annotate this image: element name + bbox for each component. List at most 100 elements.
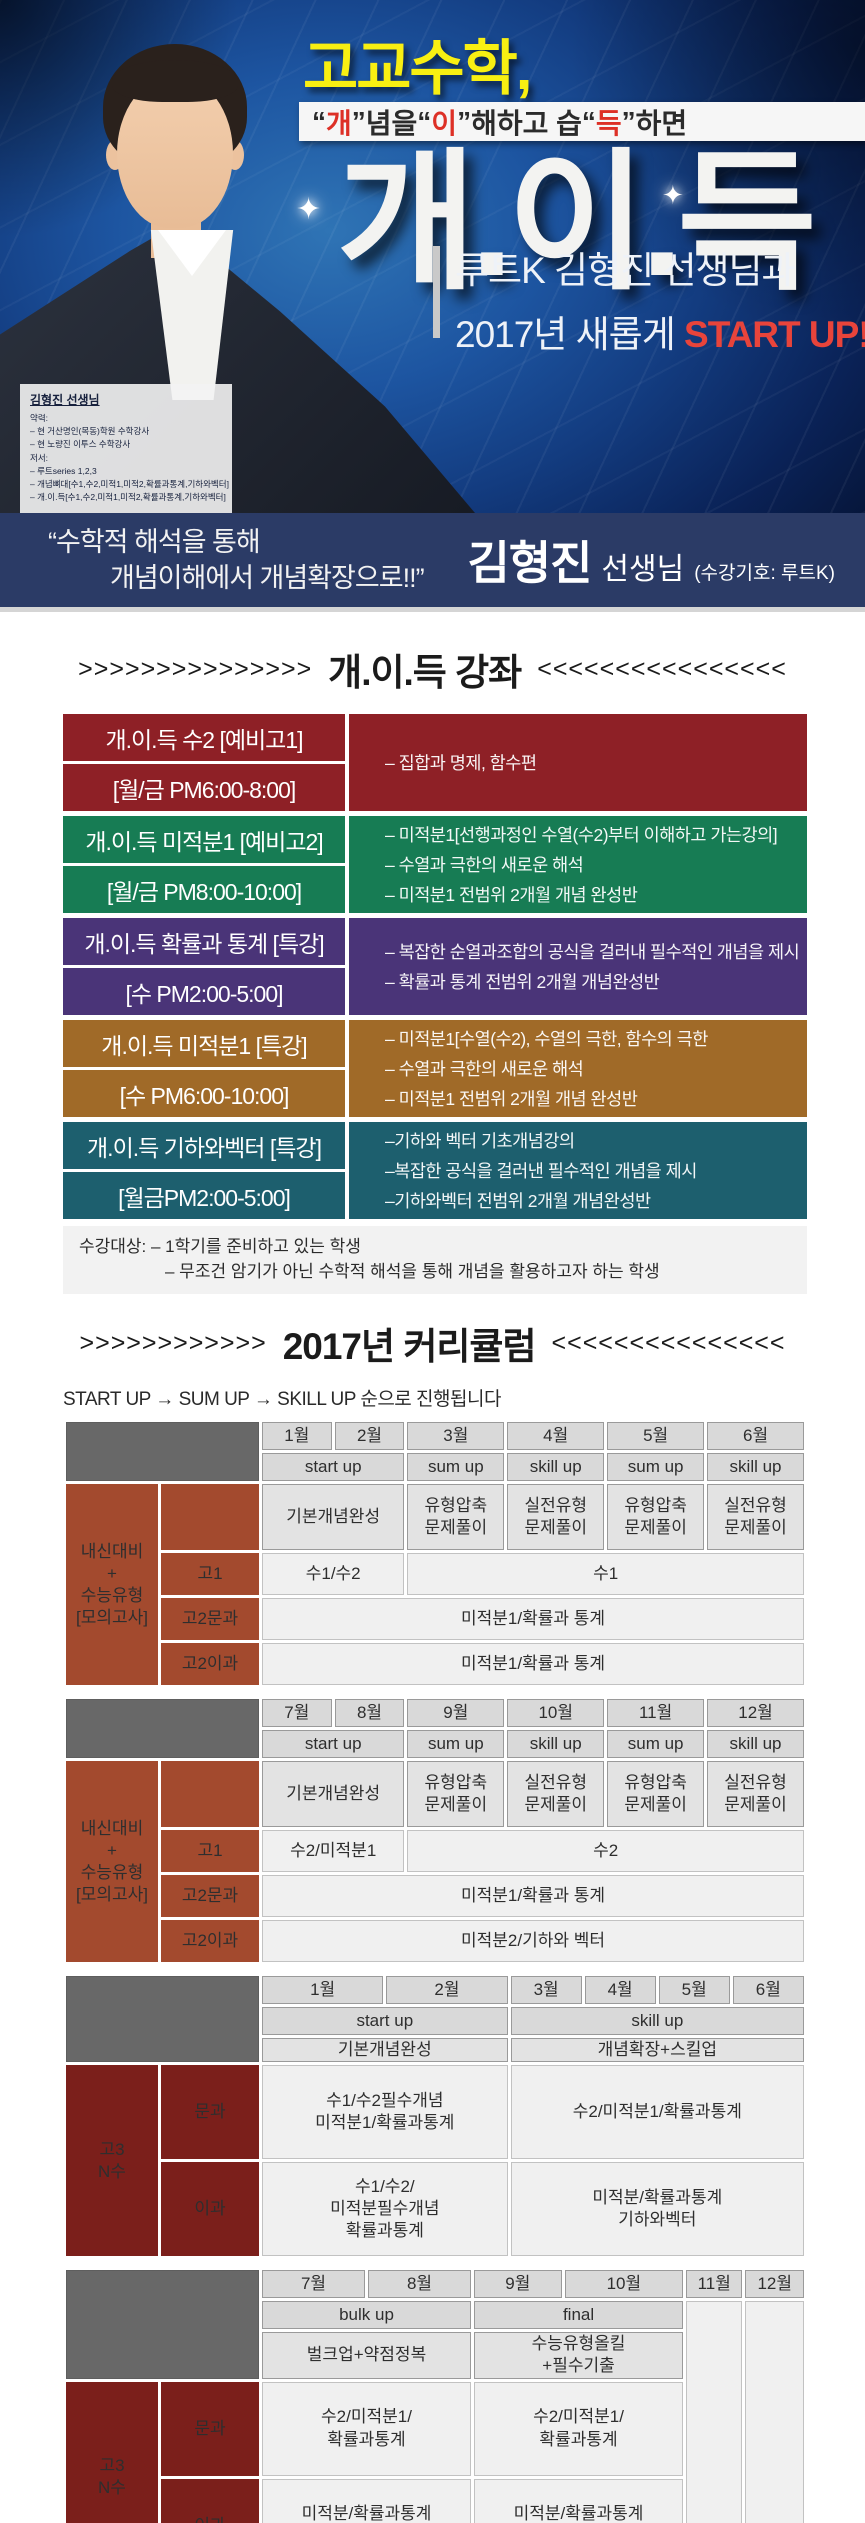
month-header: 6월 [707, 1422, 804, 1451]
course-bullet: –기하와 벡터 기초개념강의 [385, 1131, 575, 1151]
empty-cell [745, 2301, 804, 2523]
quote-line2: 개념이해에서 개념확장으로!!” [110, 563, 425, 593]
course-row: 개.이.득 수2 [예비고1] [월/금 PM6:00-8:00] – 집합과 … [63, 714, 807, 811]
subject-cell: 수1/수2 [262, 1553, 405, 1596]
quote-mark: “ [417, 105, 432, 137]
chevrons-right-icon: >>>>>>>>>>>>>>> [78, 654, 313, 683]
subject-cell: 수2/미적분1 [262, 1830, 405, 1873]
subject-cell: 수2/미적분1/확률과통계 [510, 2065, 804, 2160]
course-label: 개.이.득 미적분1 [예비고2] [월/금 PM8:00-10:00] [63, 816, 345, 913]
course-time: [수 PM2:00-5:00] [63, 968, 345, 1015]
grade-label: 고2이과 [161, 1643, 259, 1686]
desc-cell: 기본개념완성 [262, 1761, 405, 1828]
month-header: 5월 [607, 1422, 705, 1451]
month-header: 4월 [584, 1976, 656, 2005]
desc-cell: 벌크업+약점정복 [262, 2332, 472, 2379]
hero-headline: 고교수학, [303, 35, 532, 102]
course-bullet: – 미적분1 전범위 2개월 개념 완성반 [385, 885, 638, 905]
grade-label: 고1 [161, 1553, 259, 1596]
track-label: 이과 [161, 2478, 259, 2523]
month-header: 12월 [745, 2270, 804, 2299]
course-title: 개.이.득 미적분1 [예비고2] [63, 816, 345, 863]
chevrons-left-icon: <<<<<<<<<<<<<<<< [537, 654, 787, 683]
sparkle-icon: ✦ [296, 193, 322, 226]
month-header: 7월 [262, 1699, 332, 1728]
course-label: 개.이.득 확률과 통계 [특강] [수 PM2:00-5:00] [63, 918, 345, 1015]
course-desc: – 복잡한 순열과조합의 공식을 걸러내 필수적인 개념을 제시 – 확률과 통… [349, 918, 807, 1015]
hero-banner: 고교수학, “개” 념을 “이” 해하고 습 “득” 하면 개.이.득 ✦ ✦ 루트K … [0, 0, 865, 513]
course-bullet: – 집합과 명제, 함수편 [385, 753, 537, 773]
group-label: 내신대비 + 수능유형 [모의고사] [66, 1761, 158, 1963]
section-title: 개.이.득 강좌 [328, 652, 522, 693]
subject-cell: 수2 [407, 1830, 804, 1873]
course-desc: – 집합과 명제, 함수편 [349, 714, 807, 811]
section-heading-curriculum: >>>>>>>>>>>> 2017년 커리큘럼 <<<<<<<<<<<<<<< [0, 1316, 865, 1370]
course-label: 개.이.득 기하와벡터 [특강] [월금PM2:00-5:00] [63, 1122, 345, 1219]
curriculum-note: START UP → SUM UP → SKILL UP 순으로 진행됩니다 [63, 1389, 501, 1411]
course-bullet: –기하와벡터 전범위 2개월 개념완성반 [385, 1191, 651, 1211]
subject-cell: 수1/수2필수개념 미적분1/확률과통계 [262, 2065, 508, 2160]
grade-label: 고2문과 [161, 1875, 259, 1918]
phrase-text: 해하고 습 [471, 107, 582, 139]
phase-cell: start up [262, 1453, 405, 1482]
course-desc: – 미적분1[수열(수2), 수열의 극한, 함수의 극한 – 수열과 극한의 … [349, 1020, 807, 1117]
month-header: 10월 [507, 1699, 605, 1728]
month-header: 2월 [386, 1976, 508, 2005]
month-header: 12월 [707, 1699, 804, 1728]
course-row: 개.이.득 확률과 통계 [특강] [수 PM2:00-5:00] – 복잡한 … [63, 918, 807, 1015]
subject-cell: 미적분1/확률과 통계 [262, 1875, 804, 1918]
grade-label: 고2문과 [161, 1598, 259, 1641]
subject-cell: 미적분1/확률과 통계 [262, 1598, 804, 1641]
corner-cell [66, 1699, 259, 1759]
corner-cell [66, 1976, 259, 2063]
teacher-code: (수강기호: 루트K) [694, 563, 835, 584]
grade-label: 고1 [161, 1830, 259, 1873]
course-bullet: – 수열과 극한의 새로운 해석 [385, 1059, 584, 1079]
course-label: 개.이.득 수2 [예비고1] [월/금 PM6:00-8:00] [63, 714, 345, 811]
phase-cell: skill up [507, 1453, 605, 1482]
quote-text: “수학적 해석을 통해 개념이해에서 개념확장으로!!” [48, 524, 467, 597]
group-label: 내신대비 + 수능유형 [모의고사] [66, 1484, 158, 1686]
curriculum-table-go3-second-half: 7월 8월 9월 10월 11월 12월 bulk up final 벌크업+약… [63, 2267, 807, 2523]
course-time: [수 PM6:00-10:00] [63, 1070, 345, 1117]
month-header: 5월 [658, 1976, 730, 2005]
desc-cell: 개념확장+스킬업 [510, 2038, 804, 2063]
teacher-suffix: 선생님 [601, 553, 685, 586]
phase-cell: skill up [707, 1730, 804, 1759]
group-label: 고3 N수 [66, 2065, 158, 2257]
month-header: 8월 [367, 2270, 472, 2299]
quote-mark: “ [581, 105, 596, 137]
month-header: 7월 [262, 2270, 365, 2299]
phrase-text: 념을 [365, 107, 418, 139]
quote-mark: ” [457, 105, 472, 137]
concept-phrase-band: “개” 념을 “이” 해하고 습 “득” 하면 [299, 102, 865, 141]
phrase-text: 하면 [635, 107, 688, 139]
hero-sub-line1: 루트K 김형진 선생님과 [455, 250, 796, 291]
corner-cell [66, 2270, 259, 2379]
subject-cell: 미적분/확률과통계 기하와벡터 [474, 2478, 684, 2523]
course-bullet: – 미적분1 전범위 2개월 개념 완성반 [385, 1089, 638, 1109]
phase-cell: sum up [407, 1730, 505, 1759]
desc-cell: 기본개념완성 [262, 2038, 508, 2063]
phrase-red-i: 이 [431, 107, 458, 139]
corner-cell [66, 1422, 259, 1482]
subject-cell: 미적분/확률과통계 기하와벡터 [510, 2162, 804, 2257]
quote-line1: “수학적 해석을 통해 [48, 526, 261, 557]
target-line2: – 무조건 암기가 아닌 수학적 해석을 통해 개념을 활용하고자 하는 학생 [165, 1261, 660, 1281]
course-row: 개.이.득 기하와벡터 [특강] [월금PM2:00-5:00] –기하와 벡터… [63, 1122, 807, 1219]
hero-subtext: 루트K 김형진 선생님과 2017년 새롭게 START UP! [455, 240, 865, 358]
month-header: 1월 [262, 1976, 384, 2005]
course-label: 개.이.득 미적분1 [특강] [수 PM6:00-10:00] [63, 1020, 345, 1117]
curriculum-table-second-half: 7월 8월 9월 10월 11월 12월 start up sum up ski… [63, 1696, 807, 1966]
group-label: 고3 N수 [66, 2381, 158, 2523]
desc-cell: 실전유형 문제풀이 [707, 1761, 804, 1828]
course-bullet: – 확률과 통계 전범위 2개월 개념완성반 [385, 972, 660, 992]
quote-mark: “ [312, 105, 326, 137]
course-time: [월/금 PM8:00-10:00] [63, 866, 345, 913]
target-line1: 수강대상: – 1학기를 준비하고 있는 학생 [79, 1237, 361, 1256]
subject-cell: 수1/수2/ 미적분필수개념 확률과통계 [262, 2162, 508, 2257]
sub-label-empty [161, 1761, 259, 1828]
desc-cell: 유형압축 문제풀이 [607, 1484, 705, 1551]
chevrons-right-icon: >>>>>>>>>>>> [79, 1328, 267, 1357]
course-bullet: – 미적분1[선행과정인 수열(수2)부터 이해하고 가는강의] [385, 825, 778, 845]
